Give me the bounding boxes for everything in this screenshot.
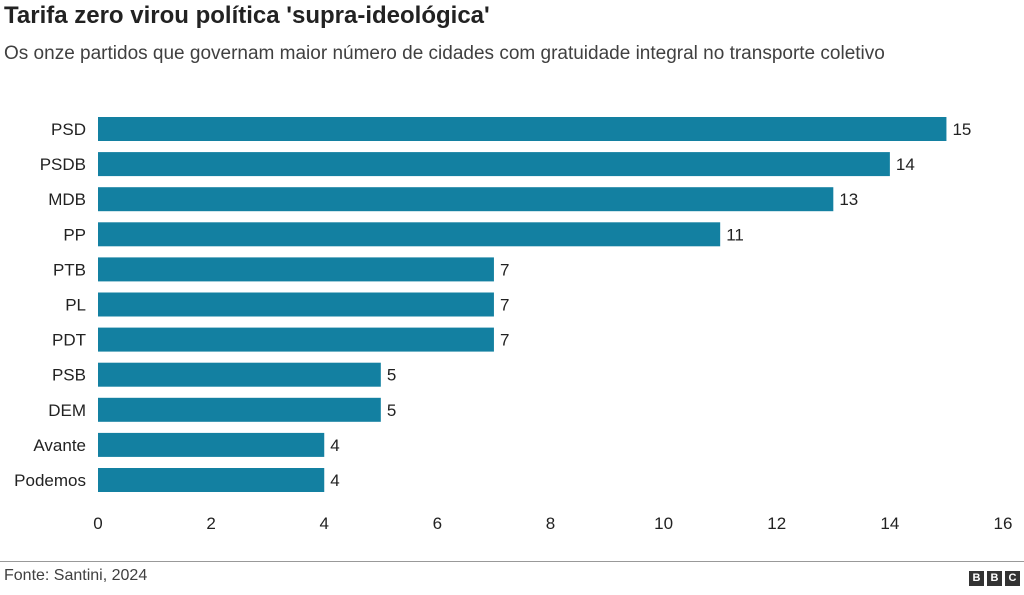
bar <box>98 327 494 352</box>
chart-title: Tarifa zero virou política 'supra-ideoló… <box>4 2 490 29</box>
bar <box>98 117 947 141</box>
bbc-logo: B B C <box>969 571 1020 586</box>
x-tick-label: 16 <box>994 514 1013 533</box>
category-label: PTB <box>53 260 86 279</box>
bar <box>98 187 834 212</box>
bar <box>98 152 890 177</box>
data-label: 15 <box>952 120 971 139</box>
logo-letter: C <box>1005 571 1020 586</box>
x-tick-label: 10 <box>654 514 673 533</box>
data-label: 4 <box>330 471 339 490</box>
category-label: PSD <box>51 120 86 139</box>
bar-chart: PSD 15 PSDB 14 MDB 13 PP 11 PTB 7 PL 7 PDT 7 PSB 5 DEM 5 A… <box>14 117 1013 533</box>
category-label: MDB <box>48 190 86 209</box>
category-label: PP <box>63 225 86 244</box>
data-label: 7 <box>500 331 509 350</box>
source-note: Fonte: Santini, 2024 <box>4 567 148 584</box>
data-label: 5 <box>387 401 396 420</box>
x-tick-label: 0 <box>93 514 102 533</box>
x-tick-label: 14 <box>880 514 899 533</box>
x-tick-label: 6 <box>433 514 442 533</box>
logo-letter: B <box>987 571 1002 586</box>
category-label: Avante <box>33 436 86 455</box>
x-tick-label: 8 <box>546 514 555 533</box>
x-tick-label: 12 <box>767 514 786 533</box>
bar <box>98 468 325 492</box>
logo-letter: B <box>969 571 984 586</box>
data-label: 5 <box>387 366 396 385</box>
category-label: PSDB <box>40 155 86 174</box>
category-label: DEM <box>48 401 86 420</box>
data-label: 4 <box>330 436 339 455</box>
bar <box>98 432 325 457</box>
bar <box>98 222 721 247</box>
bar <box>98 257 494 282</box>
data-label: 11 <box>726 225 744 244</box>
data-label: 13 <box>839 190 858 209</box>
category-label: PSB <box>52 366 86 385</box>
x-tick-label: 2 <box>206 514 215 533</box>
category-label: Podemos <box>14 471 86 490</box>
bar <box>98 397 381 422</box>
bar <box>98 362 381 387</box>
chart-subtitle: Os onze partidos que governam maior núme… <box>4 43 885 64</box>
data-label: 7 <box>500 260 509 279</box>
category-label: PL <box>65 296 86 315</box>
category-label: PDT <box>52 331 86 350</box>
footer-divider <box>0 561 1024 562</box>
bar <box>98 292 494 317</box>
x-tick-label: 4 <box>320 514 329 533</box>
data-label: 7 <box>500 296 509 315</box>
data-label: 14 <box>896 155 915 174</box>
